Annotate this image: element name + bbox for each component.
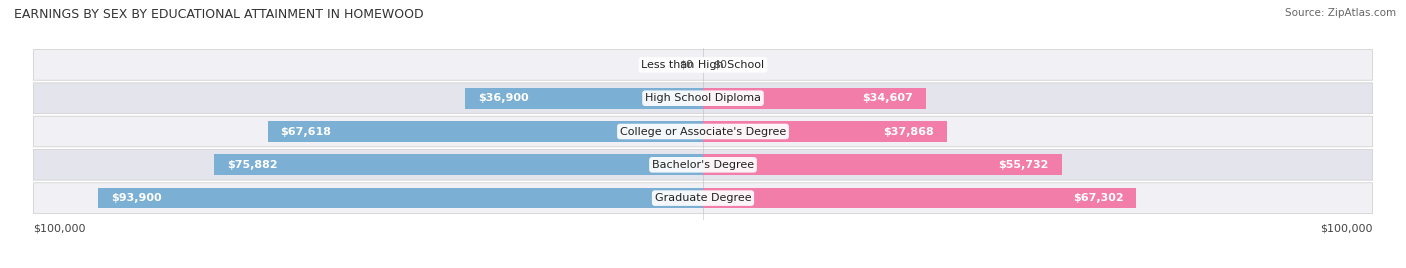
Text: $34,607: $34,607 [862,93,912,103]
Bar [703,188,1136,209]
Text: High School Diploma: High School Diploma [645,93,761,103]
Text: $37,868: $37,868 [883,126,934,136]
FancyBboxPatch shape [34,50,1372,80]
Bar [98,188,703,209]
Bar [267,121,703,142]
Bar [703,121,946,142]
Text: EARNINGS BY SEX BY EDUCATIONAL ATTAINMENT IN HOMEWOOD: EARNINGS BY SEX BY EDUCATIONAL ATTAINMEN… [14,8,423,21]
Text: $67,302: $67,302 [1073,193,1123,203]
Bar [703,88,925,109]
Text: Less than High School: Less than High School [641,60,765,70]
Bar [215,154,703,175]
FancyBboxPatch shape [34,150,1372,180]
Text: Bachelor's Degree: Bachelor's Degree [652,160,754,170]
Text: $67,618: $67,618 [281,126,332,136]
Bar [703,154,1062,175]
Text: $93,900: $93,900 [111,193,162,203]
Text: $36,900: $36,900 [478,93,529,103]
Text: $55,732: $55,732 [998,160,1049,170]
Text: Graduate Degree: Graduate Degree [655,193,751,203]
Text: Source: ZipAtlas.com: Source: ZipAtlas.com [1285,8,1396,18]
Text: College or Associate's Degree: College or Associate's Degree [620,126,786,136]
FancyBboxPatch shape [34,116,1372,147]
Text: $75,882: $75,882 [228,160,278,170]
Text: $0: $0 [679,60,693,70]
Bar [465,88,703,109]
FancyBboxPatch shape [34,183,1372,213]
FancyBboxPatch shape [34,83,1372,114]
Text: $0: $0 [713,60,727,70]
